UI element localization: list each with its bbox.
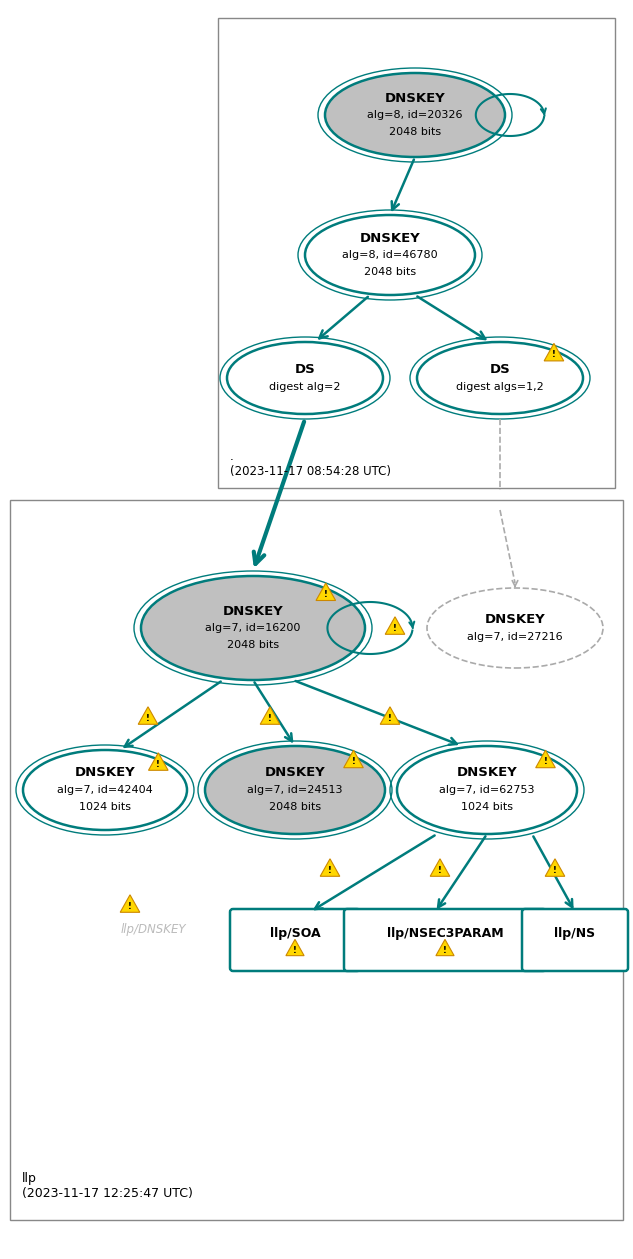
Text: DS: DS — [294, 363, 315, 375]
Polygon shape — [286, 939, 304, 956]
Polygon shape — [380, 706, 400, 724]
Text: digest alg=2: digest alg=2 — [269, 381, 341, 392]
Text: !: ! — [128, 901, 132, 910]
Ellipse shape — [397, 747, 577, 833]
Polygon shape — [536, 750, 555, 768]
Text: !: ! — [324, 590, 328, 599]
Text: llp
(2023-11-17 12:25:47 UTC): llp (2023-11-17 12:25:47 UTC) — [22, 1172, 193, 1200]
Text: DNSKEY: DNSKEY — [223, 604, 284, 617]
Polygon shape — [344, 750, 363, 768]
Polygon shape — [544, 344, 564, 361]
FancyBboxPatch shape — [522, 909, 628, 971]
Polygon shape — [120, 895, 140, 913]
Text: !: ! — [268, 714, 272, 723]
Polygon shape — [430, 859, 450, 876]
Text: !: ! — [443, 946, 447, 954]
Polygon shape — [260, 706, 280, 724]
Text: !: ! — [393, 623, 397, 633]
Text: .
(2023-11-17 08:54:28 UTC): . (2023-11-17 08:54:28 UTC) — [230, 449, 391, 478]
Text: alg=7, id=27216: alg=7, id=27216 — [467, 632, 563, 642]
Text: !: ! — [156, 759, 160, 769]
Text: alg=8, id=20326: alg=8, id=20326 — [367, 110, 463, 120]
Text: llp/SOA: llp/SOA — [270, 928, 320, 940]
Ellipse shape — [227, 342, 383, 414]
Polygon shape — [149, 753, 168, 771]
Text: !: ! — [293, 946, 297, 954]
Text: 2048 bits: 2048 bits — [364, 267, 416, 277]
Text: 1024 bits: 1024 bits — [461, 802, 513, 812]
Ellipse shape — [205, 747, 385, 833]
Ellipse shape — [417, 342, 583, 414]
Ellipse shape — [23, 750, 187, 830]
Text: alg=7, id=24513: alg=7, id=24513 — [248, 786, 342, 794]
Text: digest algs=1,2: digest algs=1,2 — [456, 381, 544, 392]
Text: DNSKEY: DNSKEY — [456, 767, 517, 779]
Text: DNSKEY: DNSKEY — [485, 612, 546, 626]
Text: alg=8, id=46780: alg=8, id=46780 — [342, 251, 438, 261]
Text: 2048 bits: 2048 bits — [227, 640, 279, 650]
Ellipse shape — [325, 73, 505, 157]
Polygon shape — [385, 617, 404, 635]
Text: DNSKEY: DNSKEY — [75, 767, 135, 779]
Polygon shape — [436, 939, 454, 956]
Text: !: ! — [544, 757, 548, 767]
Text: alg=7, id=62753: alg=7, id=62753 — [439, 786, 535, 794]
Ellipse shape — [427, 588, 603, 669]
Text: !: ! — [553, 866, 557, 875]
Polygon shape — [138, 706, 158, 724]
Text: alg=7, id=16200: alg=7, id=16200 — [205, 623, 301, 633]
FancyBboxPatch shape — [344, 909, 546, 971]
Text: alg=7, id=42404: alg=7, id=42404 — [57, 786, 153, 794]
Polygon shape — [545, 859, 565, 876]
Text: llp/NS: llp/NS — [555, 928, 596, 940]
Text: DNSKEY: DNSKEY — [385, 92, 446, 104]
Text: !: ! — [552, 350, 556, 359]
Text: 2048 bits: 2048 bits — [389, 127, 441, 137]
Text: 2048 bits: 2048 bits — [269, 802, 321, 812]
FancyBboxPatch shape — [218, 18, 615, 488]
Text: DNSKEY: DNSKEY — [265, 767, 325, 779]
Ellipse shape — [305, 215, 475, 295]
Text: llp/NSEC3PARAM: llp/NSEC3PARAM — [387, 928, 503, 940]
Text: !: ! — [351, 757, 356, 767]
Text: !: ! — [388, 714, 392, 723]
Polygon shape — [320, 859, 340, 876]
FancyBboxPatch shape — [10, 500, 623, 1220]
Text: DS: DS — [489, 363, 510, 375]
Text: 1024 bits: 1024 bits — [79, 802, 131, 812]
Ellipse shape — [141, 577, 365, 680]
Text: !: ! — [438, 866, 442, 875]
Text: !: ! — [328, 866, 332, 875]
Text: !: ! — [146, 714, 150, 723]
Polygon shape — [316, 583, 335, 601]
Text: DNSKEY: DNSKEY — [360, 232, 420, 244]
FancyBboxPatch shape — [230, 909, 360, 971]
Text: llp/DNSKEY: llp/DNSKEY — [120, 924, 185, 937]
